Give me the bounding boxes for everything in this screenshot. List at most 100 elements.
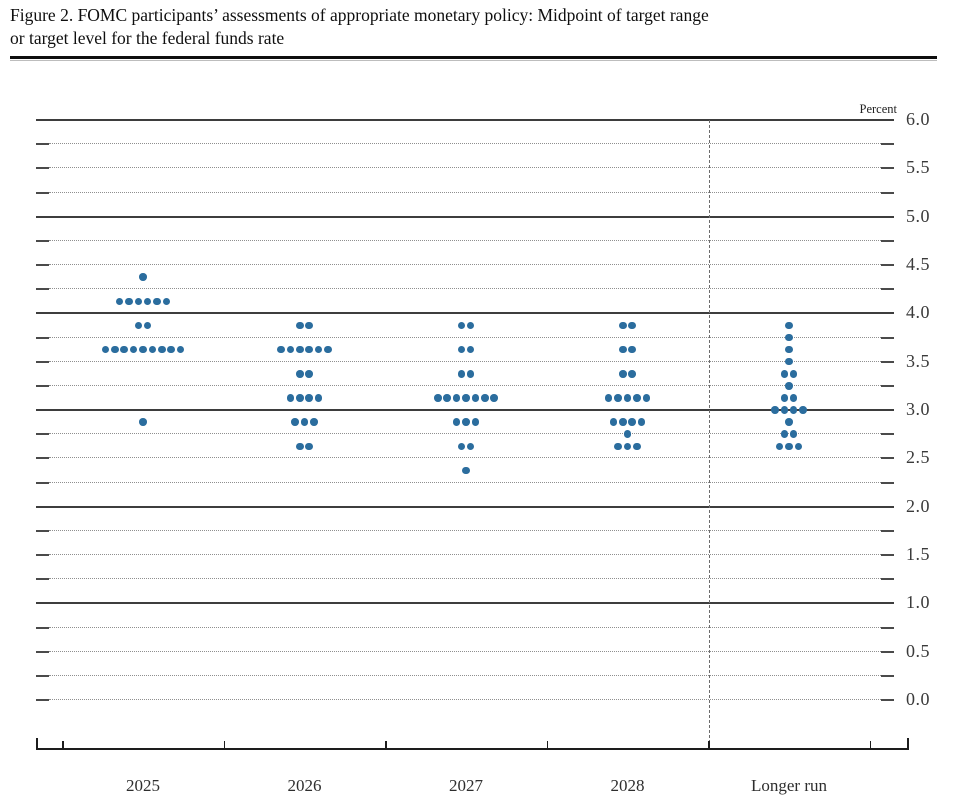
gridline-right-tick [881,191,894,194]
gridline-solid [36,215,894,218]
gridline-dotted [49,384,881,386]
projection-dot [443,394,451,402]
y-axis-label: 3.0 [906,399,930,419]
projection-dot [176,345,185,354]
projection-dot [139,345,147,354]
projection-dot [324,345,332,354]
gridline-left-tick [36,360,49,363]
projection-dot [619,418,627,426]
projection-dot [623,430,632,438]
gridline-right-tick [881,529,894,532]
projection-dot [286,345,295,354]
projection-dot [471,394,480,402]
gridline-dotted [49,433,881,435]
projection-dot [158,345,166,354]
figure-title-line1: Figure 2. FOMC participants’ assessments… [10,5,709,25]
gridline-solid [36,312,894,315]
x-axis-end-tick [36,738,38,748]
gridline-dotted [49,288,881,290]
projection-dot [780,394,789,402]
projection-dot [466,370,475,378]
projection-dot [799,406,807,414]
projection-dot [143,321,152,330]
projection-dot [134,297,143,305]
gridline-dotted [49,457,881,459]
gridline-left-tick [36,699,49,701]
y-axis-label: 1.5 [906,544,930,564]
gridline-right-tick [881,626,894,629]
x-axis-category-label: 2025 [126,776,160,795]
x-axis-category-label: 2028 [610,776,645,795]
y-axis-label: 5.0 [906,205,930,226]
projection-dot [457,345,466,354]
projection-dot [775,442,784,450]
y-axis-label: 1.0 [906,592,930,613]
projection-dot [789,370,798,378]
projection-dot [466,321,475,330]
projection-dot [628,321,636,330]
projection-dot [789,430,798,438]
gridline-solid [36,409,894,411]
gridline-left-tick [36,167,49,170]
dashed-separator-line [709,120,710,748]
y-axis-label: 0.5 [906,640,930,661]
projection-dot [780,406,789,414]
title-rule [10,56,937,59]
projection-dot [101,345,110,354]
projection-dot [310,418,318,426]
gridline-right-tick [881,457,894,460]
x-axis-divider-tick [869,741,872,748]
projection-dot [296,442,304,450]
x-axis-category-label: 2027 [449,776,483,795]
projection-dot [785,357,793,366]
gridline-solid [36,505,894,508]
gridline-dotted [49,626,881,628]
gridline-left-tick [36,457,49,460]
gridline-left-tick [36,191,49,194]
projection-dot [619,370,627,378]
y-axis-label: 0.0 [906,689,930,709]
y-axis-unit-label: Percent [859,102,897,116]
projection-dot [623,394,632,402]
projection-dot [452,394,461,402]
y-axis-label: 2.5 [906,447,930,468]
gridline-dotted [49,650,881,652]
projection-dot [305,321,313,330]
gridline-left-tick [36,529,49,532]
projection-dot [789,394,798,402]
x-axis-line [36,748,909,751]
projection-dot [296,394,304,402]
projection-dot [794,442,803,450]
projection-dot [305,370,313,378]
gridline-dotted [49,191,881,193]
projection-dot [111,345,119,354]
x-axis-end-tick [907,738,909,748]
projection-dot [785,321,793,330]
projection-dot [466,345,475,354]
projection-dot [296,321,304,330]
projection-dot [490,394,498,402]
projection-dot [305,345,313,354]
gridline-left-tick [36,554,49,556]
projection-dot [614,442,622,450]
projection-dot [785,442,793,450]
projection-dot [148,345,157,354]
projection-dot [305,442,313,450]
projection-dot [619,345,627,354]
projection-dot [139,273,147,281]
projection-dot [462,418,470,426]
projection-dot [771,406,779,414]
figure-title: Figure 2. FOMC participants’ assessments… [10,4,948,50]
projection-dot [785,382,793,390]
gridline-left-tick [36,143,49,146]
x-axis-divider-tick [385,741,387,748]
projection-dot [633,394,641,402]
projection-dot [609,418,618,426]
projection-dot [153,297,161,305]
gridline-left-tick [36,674,49,677]
gridline-left-tick [36,433,49,436]
gridline-dotted [49,578,881,580]
projection-dot [628,345,636,354]
